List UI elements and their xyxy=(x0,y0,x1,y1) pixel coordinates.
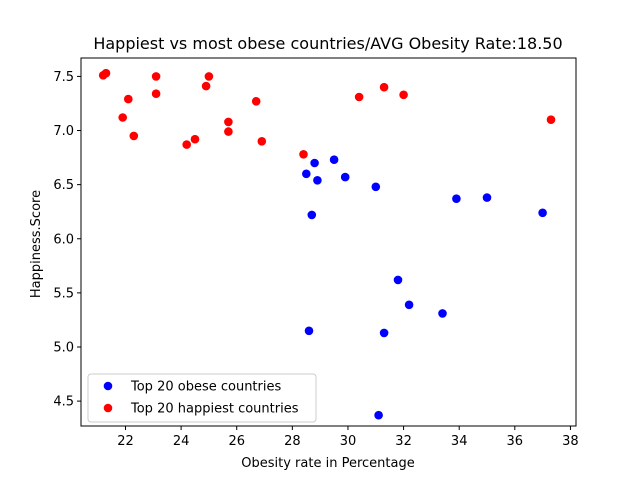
data-point-s1-7 xyxy=(251,97,261,106)
data-point-s1-8 xyxy=(354,92,364,102)
y-tick-label: 6.5 xyxy=(53,178,74,193)
x-tick-label: 38 xyxy=(562,434,579,449)
data-point-s0-3 xyxy=(313,176,322,185)
data-point-s1-13 xyxy=(129,131,139,141)
data-point-s1-4 xyxy=(201,81,211,91)
data-point-s1-17 xyxy=(257,137,267,146)
y-axis-label: Happiness.Score xyxy=(29,190,44,298)
data-point-s1-16 xyxy=(182,140,191,149)
y-axis-ticks: 4.5 5.0 5.5 6.0 6.5 7.0 7.5 xyxy=(53,70,81,410)
data-point-s0-0 xyxy=(310,158,319,168)
legend-label: Top 20 happiest countries xyxy=(130,402,299,417)
data-point-s0-7 xyxy=(452,194,461,203)
data-point-s0-13 xyxy=(304,326,314,336)
x-tick-label: 22 xyxy=(117,434,134,449)
data-point-s0-15 xyxy=(374,410,383,420)
x-tick-label: 36 xyxy=(507,434,524,449)
data-point-s1-11 xyxy=(118,113,127,122)
data-point-s0-2 xyxy=(302,169,311,179)
data-point-s0-8 xyxy=(482,193,492,202)
legend-box xyxy=(87,373,317,423)
y-tick-label: 5.0 xyxy=(53,340,74,355)
legend-marker xyxy=(103,381,113,391)
legend: Top 20 obese countries Top 20 happiest co… xyxy=(87,373,317,423)
x-axis-label: Obesity rate in Percentage xyxy=(241,456,414,471)
y-tick-label: 4.5 xyxy=(53,395,74,410)
data-point-s1-18 xyxy=(299,150,308,159)
data-point-s1-1 xyxy=(101,68,111,78)
legend-marker xyxy=(103,403,113,413)
y-tick-label: 7.0 xyxy=(53,124,74,139)
data-point-s1-19 xyxy=(546,115,556,124)
x-tick-label: 32 xyxy=(395,434,412,449)
data-point-s1-14 xyxy=(224,127,233,136)
chart-title: Happiest vs most obese countries/AVG Obe… xyxy=(93,34,562,53)
data-point-s0-10 xyxy=(393,275,403,285)
data-point-s0-6 xyxy=(307,210,317,220)
x-tick-label: 26 xyxy=(228,434,245,449)
x-axis-ticks: 22 24 26 28 30 32 34 36 38 xyxy=(117,426,579,449)
data-point-s0-5 xyxy=(371,182,381,192)
data-point-s1-2 xyxy=(151,72,161,81)
data-point-s0-9 xyxy=(538,208,547,218)
data-point-s0-1 xyxy=(329,155,339,164)
data-points xyxy=(98,68,556,420)
x-tick-label: 34 xyxy=(451,434,468,449)
data-point-s0-11 xyxy=(404,300,414,310)
x-tick-label: 28 xyxy=(284,434,301,449)
legend-label: Top 20 obese countries xyxy=(130,380,281,395)
y-tick-label: 6.0 xyxy=(53,232,74,247)
data-point-s1-12 xyxy=(224,117,233,127)
data-point-s0-4 xyxy=(340,172,350,182)
data-point-s1-9 xyxy=(379,82,389,92)
data-point-s1-6 xyxy=(151,89,161,98)
plot-frame xyxy=(80,57,577,427)
data-point-s0-14 xyxy=(379,328,389,338)
data-point-s1-5 xyxy=(124,94,133,104)
x-tick-label: 30 xyxy=(340,434,357,449)
y-tick-label: 7.5 xyxy=(53,70,74,85)
x-tick-label: 24 xyxy=(173,434,190,449)
data-point-s0-12 xyxy=(438,309,447,318)
data-point-s1-10 xyxy=(399,90,408,100)
data-point-s1-15 xyxy=(190,134,200,144)
data-point-s1-3 xyxy=(204,72,214,81)
y-tick-label: 5.5 xyxy=(53,286,74,301)
